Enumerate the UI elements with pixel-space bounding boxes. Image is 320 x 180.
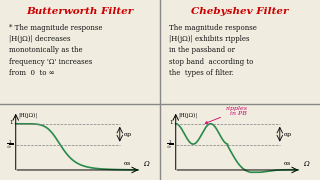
Text: Chebyshev Filter: Chebyshev Filter	[191, 7, 289, 16]
Text: Ω: Ω	[143, 160, 148, 168]
Text: αp: αp	[124, 132, 132, 137]
Text: Butterworth Filter: Butterworth Filter	[26, 7, 134, 16]
Text: |H(jΩ)|: |H(jΩ)|	[18, 112, 37, 118]
Text: 1: 1	[170, 120, 173, 125]
Text: $\frac{1}{\sqrt{\varepsilon}}$: $\frac{1}{\sqrt{\varepsilon}}$	[6, 138, 13, 151]
Text: αs: αs	[124, 161, 131, 166]
Text: ripples
 in PB: ripples in PB	[205, 106, 248, 124]
Text: αp: αp	[284, 132, 292, 137]
Text: 1: 1	[10, 120, 13, 125]
Text: $\frac{1}{\sqrt{\varepsilon}}$: $\frac{1}{\sqrt{\varepsilon}}$	[166, 138, 173, 151]
Text: |H(jΩ)|: |H(jΩ)|	[178, 112, 197, 118]
Text: αs: αs	[284, 161, 291, 166]
Text: Ω: Ω	[303, 160, 308, 168]
Text: * The magnitude response
|H(jΩ)| decreases
monotonically as the
frequency 'Ω' in: * The magnitude response |H(jΩ)| decreas…	[9, 24, 103, 77]
Text: The magnitude response
|H(jΩ)| exhibits ripples
in the passband or
stop band  ac: The magnitude response |H(jΩ)| exhibits …	[169, 24, 257, 77]
